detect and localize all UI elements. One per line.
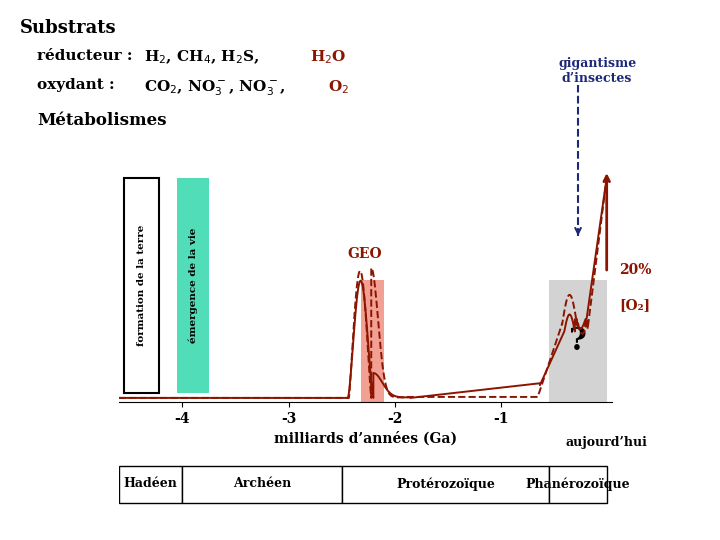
Text: Substrats: Substrats — [20, 19, 117, 37]
Bar — [177, 178, 209, 393]
Bar — [182, 467, 341, 503]
Bar — [124, 178, 159, 393]
Bar — [549, 467, 607, 503]
Text: aujourd’hui: aujourd’hui — [566, 436, 647, 449]
Bar — [119, 467, 182, 503]
Text: GEO: GEO — [348, 247, 382, 261]
Text: formation de la terre: formation de la terre — [137, 224, 146, 346]
Text: H$_2$, CH$_4$, H$_2$S,: H$_2$, CH$_4$, H$_2$S, — [144, 49, 261, 66]
Text: émergence de la vie: émergence de la vie — [189, 227, 198, 343]
Text: O$_2$: O$_2$ — [328, 78, 348, 96]
Text: Archéen: Archéen — [233, 477, 291, 490]
Bar — [341, 467, 549, 503]
Text: Hadéen: Hadéen — [124, 477, 178, 490]
Text: réducteur :: réducteur : — [37, 49, 133, 63]
Text: 20%: 20% — [619, 263, 652, 277]
Bar — [361, 280, 384, 402]
Text: gigantisme
d’insectes: gigantisme d’insectes — [558, 57, 636, 85]
X-axis label: milliards d’années (Ga): milliards d’années (Ga) — [274, 431, 457, 446]
Text: Métabolismes: Métabolismes — [37, 112, 167, 129]
Text: [O₂]: [O₂] — [619, 298, 651, 312]
Text: Protérozоïque: Protérozоïque — [396, 477, 495, 490]
Text: H$_2$O: H$_2$O — [310, 49, 346, 66]
Text: CO$_2$, NO$_3^-$, NO$_3^-$,: CO$_2$, NO$_3^-$, NO$_3^-$, — [144, 78, 287, 98]
Text: ?: ? — [569, 326, 587, 357]
Text: Phanérozоïque: Phanérozоïque — [526, 477, 631, 490]
Bar — [549, 280, 607, 402]
Text: oxydant :: oxydant : — [37, 78, 115, 92]
